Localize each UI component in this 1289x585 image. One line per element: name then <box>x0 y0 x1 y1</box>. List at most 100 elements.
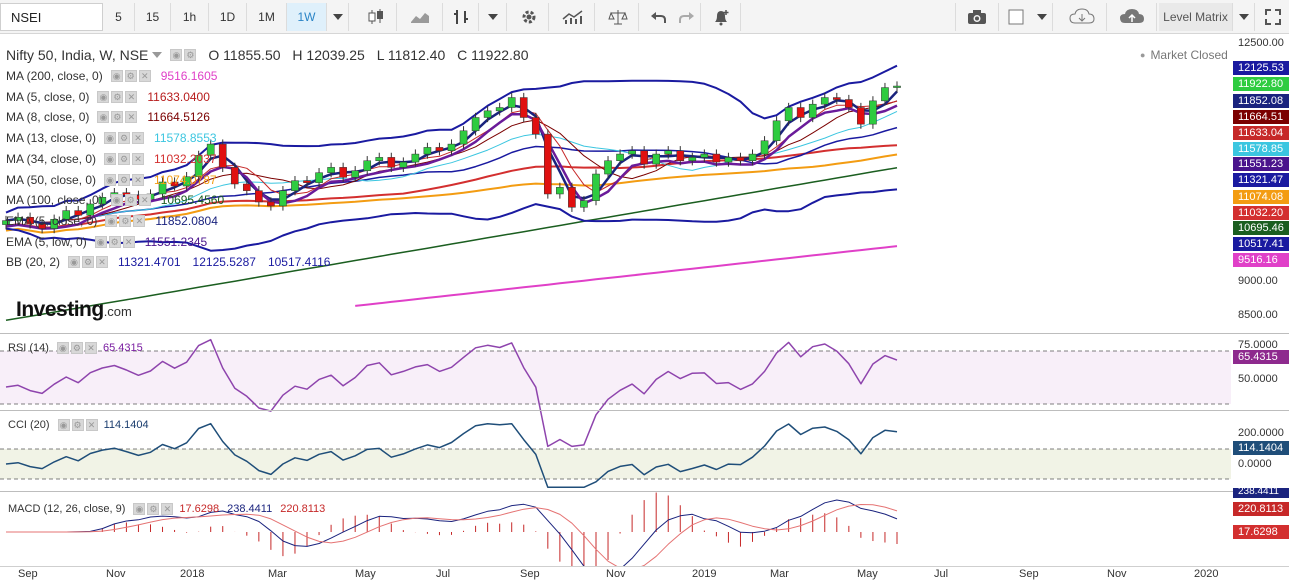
indicator-label[interactable]: MA (34, close, 0) <box>6 151 97 166</box>
indicator-label[interactable]: BB (20, 2) <box>6 255 61 270</box>
settings-icon[interactable]: ⚙ <box>118 132 131 145</box>
eye-icon[interactable]: ◉ <box>105 214 118 227</box>
close-icon[interactable]: ✕ <box>84 342 97 354</box>
eye-icon[interactable]: ◉ <box>68 256 81 269</box>
indicator-controls[interactable]: ◉ ⚙ ✕ <box>94 235 135 248</box>
bars-button[interactable] <box>443 3 479 31</box>
settings-icon[interactable]: ⚙ <box>124 70 137 82</box>
chevron-down-icon[interactable] <box>152 52 163 58</box>
close-icon[interactable]: ✕ <box>122 235 135 248</box>
cci-controls[interactable]: ◉ ⚙ ✕ <box>57 419 98 431</box>
close-icon[interactable]: ✕ <box>132 152 145 165</box>
macd-label[interactable]: MACD (12, 26, close, 9) <box>8 503 126 515</box>
eye-icon[interactable]: ◉ <box>104 152 117 165</box>
undo-button[interactable] <box>643 3 673 31</box>
eye-icon[interactable]: ◉ <box>170 49 183 61</box>
eye-icon[interactable]: ◉ <box>56 342 69 354</box>
close-icon[interactable]: ✕ <box>125 111 138 124</box>
close-icon[interactable]: ✕ <box>133 214 146 227</box>
close-icon[interactable]: ✕ <box>132 132 145 145</box>
interval-1m[interactable]: 1M <box>247 3 287 31</box>
close-icon[interactable]: ✕ <box>138 70 151 82</box>
settings-icon[interactable]: ⚙ <box>184 49 197 61</box>
interval-1h[interactable]: 1h <box>171 3 209 31</box>
indicator-label[interactable]: EMA (5, low, 0) <box>6 234 87 249</box>
close-icon[interactable]: ✕ <box>85 419 98 431</box>
indicator-controls[interactable]: ◉ ⚙ ✕ <box>104 132 145 145</box>
eye-icon[interactable]: ◉ <box>97 90 110 103</box>
save-layout-button[interactable] <box>1107 3 1157 31</box>
settings-icon[interactable]: ⚙ <box>82 256 95 269</box>
indicator-label[interactable]: MA (13, close, 0) <box>6 131 97 146</box>
eye-icon[interactable]: ◉ <box>133 503 146 515</box>
redo-button[interactable] <box>673 3 701 31</box>
close-icon[interactable]: ✕ <box>138 194 151 207</box>
settings-icon[interactable]: ⚙ <box>70 342 83 354</box>
indicator-controls[interactable]: ◉ ⚙ ✕ <box>110 194 151 207</box>
indicator-label[interactable]: MA (100, close, 0) <box>6 193 103 208</box>
fullscreen-toggle[interactable] <box>1001 3 1031 31</box>
indicator-label[interactable]: MA (50, close, 0) <box>6 172 97 187</box>
expand-button[interactable] <box>1257 3 1289 31</box>
indicator-label[interactable]: EMA (5, close, 0) <box>6 213 98 228</box>
pane-separator-cci[interactable] <box>0 410 1289 411</box>
pane-separator-rsi[interactable] <box>0 333 1289 334</box>
instrument-title[interactable]: Nifty 50, India, W, NSE <box>6 47 149 63</box>
level-matrix-button[interactable]: Level Matrix <box>1159 3 1233 31</box>
settings-icon[interactable]: ⚙ <box>111 111 124 124</box>
layout-dropdown[interactable] <box>1031 3 1053 31</box>
close-icon[interactable]: ✕ <box>96 256 109 269</box>
close-icon[interactable]: ✕ <box>132 173 145 186</box>
area-chart-button[interactable] <box>397 3 443 31</box>
settings-icon[interactable]: ⚙ <box>119 214 132 227</box>
settings-icon[interactable]: ⚙ <box>118 173 131 186</box>
settings-button[interactable] <box>509 3 549 31</box>
macd-controls[interactable]: ◉ ⚙ ✕ <box>133 503 174 515</box>
pane-separator-macd[interactable] <box>0 491 1289 492</box>
indicator-controls[interactable]: ◉ ⚙ ✕ <box>97 90 138 103</box>
close-icon[interactable]: ✕ <box>125 90 138 103</box>
eye-icon[interactable]: ◉ <box>110 194 123 207</box>
indicator-controls[interactable]: ◉ ⚙ ✕ <box>110 70 151 82</box>
level-matrix-dropdown[interactable] <box>1233 3 1255 31</box>
indicator-label[interactable]: MA (8, close, 0) <box>6 110 90 125</box>
close-icon[interactable]: ✕ <box>161 503 174 515</box>
settings-icon[interactable]: ⚙ <box>147 503 160 515</box>
settings-icon[interactable]: ⚙ <box>108 235 121 248</box>
interval-1d[interactable]: 1D <box>209 3 247 31</box>
indicators-button[interactable] <box>551 3 595 31</box>
eye-icon[interactable]: ◉ <box>94 235 107 248</box>
eye-icon[interactable]: ◉ <box>57 419 70 431</box>
legend-controls[interactable]: ◉ ⚙ <box>170 49 197 61</box>
rsi-label[interactable]: RSI (14) <box>8 342 49 354</box>
indicator-label[interactable]: MA (5, close, 0) <box>6 89 90 104</box>
indicator-controls[interactable]: ◉ ⚙ ✕ <box>104 173 145 186</box>
settings-icon[interactable]: ⚙ <box>124 194 137 207</box>
eye-icon[interactable]: ◉ <box>97 111 110 124</box>
cci-label[interactable]: CCI (20) <box>8 419 50 431</box>
candles-button[interactable] <box>355 3 397 31</box>
load-layout-button[interactable] <box>1057 3 1107 31</box>
time-axis[interactable] <box>0 566 1289 585</box>
eye-icon[interactable]: ◉ <box>110 70 123 82</box>
interval-15[interactable]: 15 <box>135 3 171 31</box>
alert-button[interactable] <box>701 3 741 31</box>
chart-canvas[interactable] <box>0 35 1289 585</box>
chart-type-dropdown[interactable] <box>479 3 507 31</box>
compare-button[interactable] <box>597 3 639 31</box>
interval-dropdown[interactable] <box>327 3 349 31</box>
settings-icon[interactable]: ⚙ <box>111 90 124 103</box>
indicator-label[interactable]: MA (200, close, 0) <box>6 69 103 83</box>
indicator-controls[interactable]: ◉ ⚙ ✕ <box>68 256 109 269</box>
settings-icon[interactable]: ⚙ <box>118 152 131 165</box>
rsi-controls[interactable]: ◉ ⚙ ✕ <box>56 342 97 354</box>
indicator-controls[interactable]: ◉ ⚙ ✕ <box>105 214 146 227</box>
indicator-controls[interactable]: ◉ ⚙ ✕ <box>104 152 145 165</box>
indicator-controls[interactable]: ◉ ⚙ ✕ <box>97 111 138 124</box>
symbol-input[interactable]: NSEI <box>0 3 103 31</box>
eye-icon[interactable]: ◉ <box>104 132 117 145</box>
interval-1w[interactable]: 1W <box>287 3 327 31</box>
snapshot-button[interactable] <box>955 3 999 31</box>
eye-icon[interactable]: ◉ <box>104 173 117 186</box>
interval-5[interactable]: 5 <box>103 3 135 31</box>
